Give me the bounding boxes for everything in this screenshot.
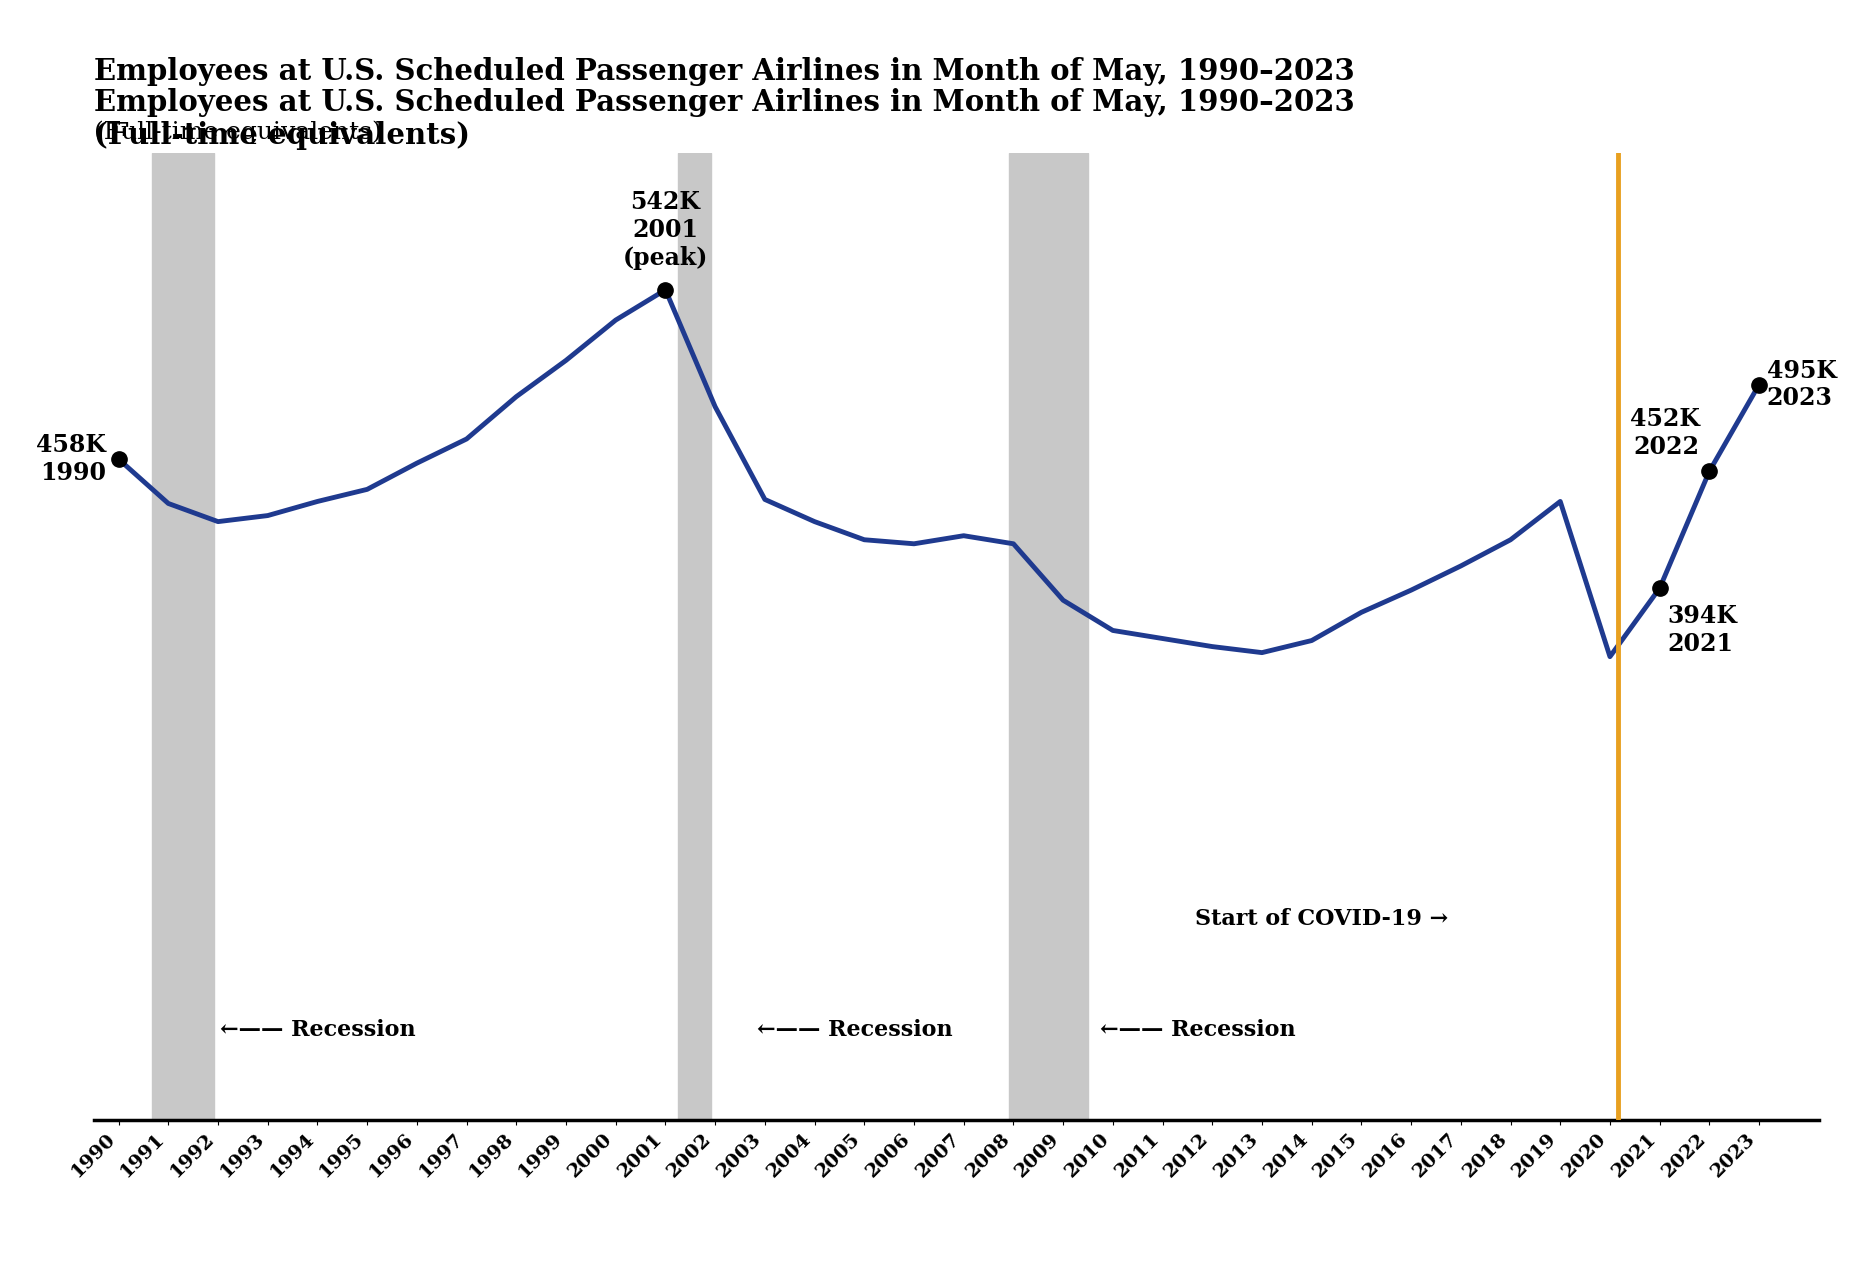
- Bar: [152, 153, 214, 1120]
- Text: 495K
2023: 495K 2023: [1766, 359, 1836, 410]
- Bar: [679, 153, 711, 1120]
- Bar: [1009, 153, 1088, 1120]
- Text: ←—— Recession: ←—— Recession: [219, 1018, 414, 1040]
- Text: 394K
2021: 394K 2021: [1667, 605, 1736, 656]
- Text: ←—— Recession: ←—— Recession: [756, 1018, 952, 1040]
- Text: Employees at U.S. Scheduled Passenger Airlines in Month of May, 1990–2023: Employees at U.S. Scheduled Passenger Ai…: [94, 57, 1354, 87]
- Text: 452K
2022: 452K 2022: [1629, 407, 1699, 460]
- Text: 458K
1990: 458K 1990: [36, 433, 107, 485]
- Text: 542K
2001
(peak): 542K 2001 (peak): [622, 190, 709, 270]
- Text: Employees at U.S. Scheduled Passenger Airlines in Month of May, 1990–2023
(Full-: Employees at U.S. Scheduled Passenger Ai…: [94, 88, 1354, 150]
- Text: Start of COVID-19 →: Start of COVID-19 →: [1194, 908, 1448, 929]
- Text: ←—— Recession: ←—— Recession: [1099, 1018, 1296, 1040]
- Text: (Full-time equivalents): (Full-time equivalents): [94, 121, 381, 144]
